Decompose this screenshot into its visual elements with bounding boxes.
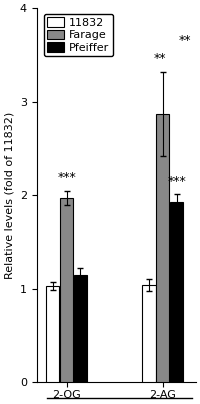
Bar [74, 275, 87, 382]
Bar [142, 285, 156, 382]
Y-axis label: Relative levels (fold of 11832): Relative levels (fold of 11832) [4, 112, 14, 279]
Text: ***: *** [57, 171, 76, 184]
Legend: 11832, Farage, Pfeiffer: 11832, Farage, Pfeiffer [44, 14, 113, 56]
Text: ***: *** [167, 175, 186, 188]
Bar [60, 198, 73, 382]
Text: **: ** [179, 34, 191, 47]
Bar [156, 114, 169, 382]
Bar [170, 202, 183, 382]
Bar [46, 286, 59, 382]
Text: **: ** [154, 52, 166, 65]
